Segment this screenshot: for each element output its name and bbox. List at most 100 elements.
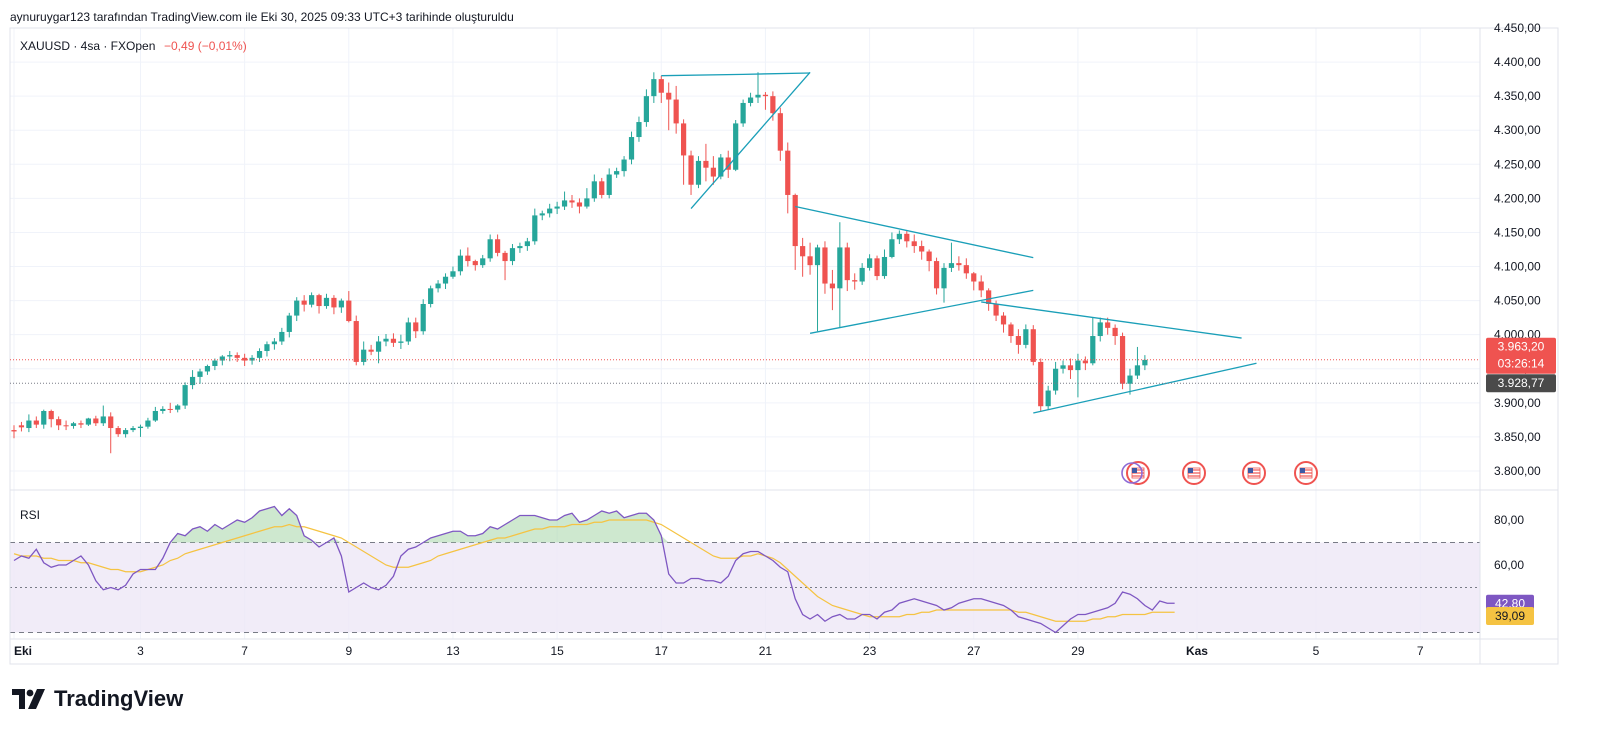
rsi-tick-label: 60,00	[1494, 558, 1524, 572]
candle	[837, 222, 843, 328]
chart-area[interactable]: Eki 3 7 9 13 15 17 21 23 27 29 Kas 5 7 4.450,00 4.400,0…	[0, 0, 1600, 680]
candle-body	[919, 246, 925, 252]
candle	[1053, 361, 1059, 395]
candle-body	[777, 113, 783, 151]
trendline	[1033, 362, 1257, 414]
candle	[1030, 325, 1036, 366]
candle	[576, 198, 583, 214]
candle-body	[428, 288, 434, 304]
candle	[182, 382, 188, 409]
candle	[643, 89, 649, 127]
candle	[368, 344, 374, 356]
price-pane[interactable]	[11, 72, 1148, 454]
candle-body	[63, 425, 69, 427]
candle-body	[502, 252, 508, 262]
candle	[85, 417, 91, 426]
time-tick-label: 9	[345, 644, 352, 658]
candle-body	[904, 233, 910, 242]
candle-body	[353, 321, 359, 362]
candle-body	[614, 171, 620, 175]
rsi-title[interactable]: RSI	[20, 508, 40, 522]
time-tick-label: 7	[241, 644, 248, 658]
candle	[271, 338, 277, 350]
candle-body	[442, 276, 449, 284]
time-tick-label: 23	[863, 644, 877, 658]
candle-body	[398, 341, 404, 343]
legend-symbol[interactable]: XAUUSD · 4sa · FXOpen	[20, 39, 155, 53]
candle	[130, 425, 136, 433]
candle	[785, 142, 791, 214]
candle	[956, 256, 962, 271]
candle	[189, 370, 196, 390]
candle	[747, 92, 754, 107]
price-tick-label: 4.450,00	[1494, 21, 1541, 35]
candle	[733, 120, 739, 172]
candle-body	[889, 239, 895, 257]
candle-body	[85, 418, 91, 425]
candle-body	[859, 267, 865, 282]
candle-body	[651, 79, 657, 97]
candle	[316, 293, 322, 314]
candle-body	[576, 202, 583, 207]
ref-price-badge	[1486, 374, 1556, 393]
candle	[777, 107, 783, 161]
candle	[755, 72, 761, 103]
candle-body	[368, 349, 374, 352]
candle	[673, 85, 679, 134]
candle	[740, 99, 746, 127]
candle-body	[971, 273, 977, 282]
candle	[398, 334, 404, 349]
candle-body	[993, 304, 999, 316]
candle	[115, 425, 121, 437]
candle-body	[56, 419, 62, 426]
tradingview-logo[interactable]: TradingView	[12, 686, 183, 712]
price-tick-label: 4.200,00	[1494, 191, 1541, 205]
candle-body	[986, 290, 992, 304]
candle-body	[390, 338, 397, 343]
candle-body	[197, 371, 203, 377]
candle-body	[695, 160, 702, 185]
candle	[703, 143, 709, 182]
candle	[874, 255, 880, 281]
candle	[1097, 317, 1103, 342]
trendline	[981, 301, 1242, 339]
candle	[807, 242, 813, 275]
candle	[1105, 317, 1111, 335]
time-tick-label: Eki	[14, 644, 32, 658]
candle-body	[606, 174, 612, 195]
trendline	[809, 289, 1034, 334]
last-price-label: 3.963,20	[1498, 340, 1545, 354]
candle-body	[643, 96, 649, 123]
candle	[1015, 329, 1021, 354]
candle-body	[554, 206, 560, 209]
candle-body	[256, 351, 263, 358]
candle-body	[18, 425, 25, 428]
candle-body	[956, 263, 962, 266]
candle-body	[152, 410, 158, 421]
rsi-pane[interactable]	[10, 505, 1480, 634]
candle-body	[108, 416, 114, 429]
rsi-line	[13, 505, 1175, 634]
candle-body	[963, 265, 969, 274]
candle	[829, 269, 835, 311]
candle	[1112, 324, 1118, 345]
candle-body	[361, 349, 367, 362]
candle-body	[204, 366, 211, 372]
candle-body	[137, 426, 144, 429]
candle-body	[688, 155, 694, 185]
candle	[465, 247, 471, 267]
candle-body	[770, 96, 776, 114]
candle-body	[309, 295, 315, 305]
candle-body	[948, 263, 955, 268]
candle	[1038, 358, 1044, 412]
candle	[710, 156, 716, 185]
candle	[614, 167, 620, 178]
time-tick-label: 13	[446, 644, 460, 658]
candle-body	[70, 423, 77, 426]
candle-body	[1030, 329, 1036, 362]
candle-body	[271, 341, 277, 345]
candle-body	[1112, 327, 1118, 337]
candle-body	[264, 344, 270, 352]
candle-body	[941, 267, 947, 289]
price-tick-label: 4.400,00	[1494, 55, 1541, 69]
